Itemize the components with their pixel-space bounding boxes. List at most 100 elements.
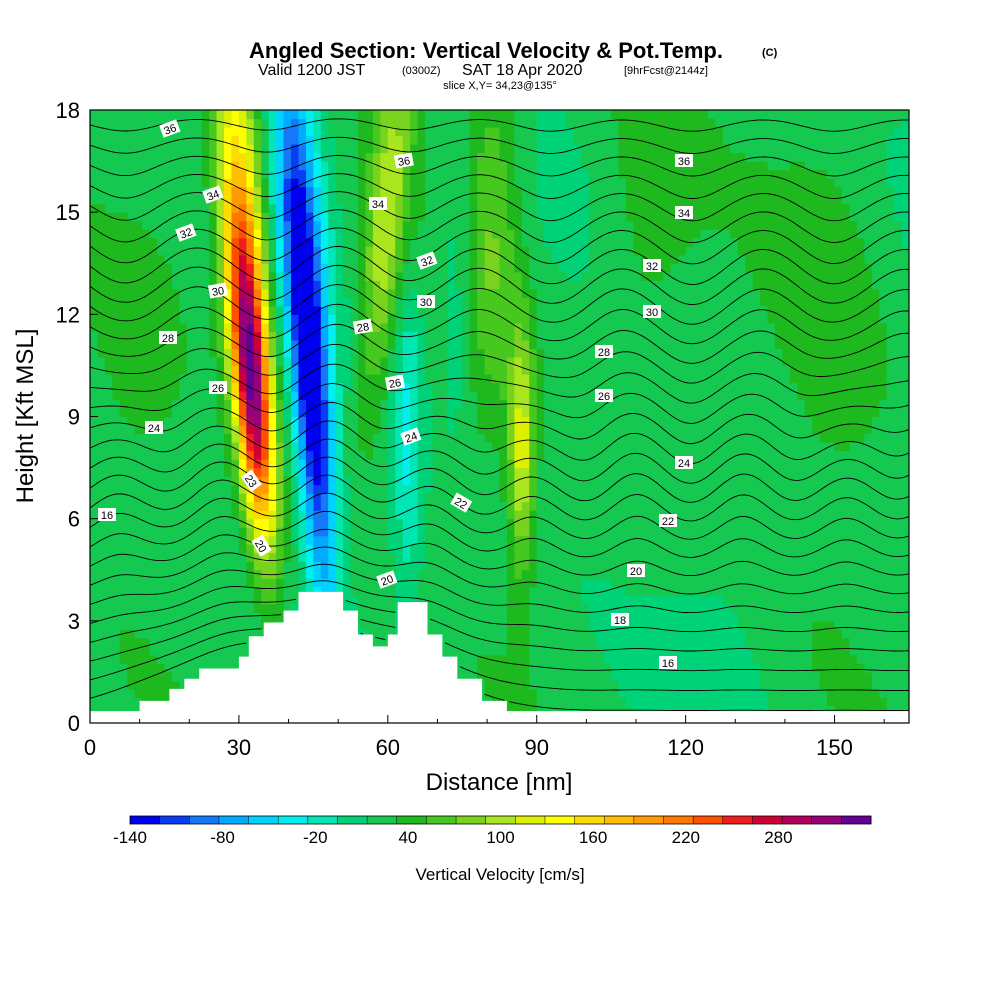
velocity-cell [134,612,143,622]
velocity-cell [335,314,344,324]
velocity-cell [462,161,471,171]
velocity-cell [596,578,605,588]
velocity-cell [425,237,434,247]
velocity-cell [402,356,411,367]
velocity-cell [425,220,434,230]
velocity-cell [320,459,329,469]
velocity-cell [425,416,434,426]
velocity-cell [581,390,590,401]
velocity-cell [179,603,188,613]
velocity-cell [581,135,590,145]
velocity-cell [238,118,247,128]
velocity-cell [90,110,99,120]
velocity-cell [238,356,247,367]
velocity-cell [194,527,203,537]
velocity-cell [328,476,337,486]
velocity-cell [573,510,582,520]
velocity-cell [454,399,463,409]
velocity-cell [112,322,121,332]
velocity-cell [514,203,523,213]
velocity-cell [142,450,151,460]
velocity-cell [425,578,434,588]
velocity-cell [119,127,128,137]
velocity-cell [395,348,404,358]
velocity-cell [231,280,240,290]
velocity-cell [462,135,471,145]
velocity-cell [157,535,166,545]
velocity-cell [157,135,166,145]
velocity-cell [276,229,285,239]
velocity-cell [417,152,426,162]
velocity-cell [492,169,501,179]
velocity-cell [343,339,352,349]
velocity-cell [335,263,344,273]
velocity-cell [246,493,255,503]
velocity-cell [291,263,300,273]
velocity-cell [142,612,151,622]
velocity-cell [127,535,136,545]
velocity-cell [343,348,352,358]
velocity-cell [149,476,158,486]
velocity-cell [387,612,396,622]
velocity-cell [454,442,463,452]
velocity-cell [276,450,285,460]
velocity-cell [492,595,501,605]
velocity-cell [596,314,605,324]
velocity-cell [238,450,247,460]
velocity-cell [454,654,463,664]
velocity-cell [291,348,300,358]
velocity-cell [157,305,166,315]
velocity-cell [410,552,419,562]
velocity-cell [179,476,188,486]
velocity-cell [499,161,508,171]
velocity-cell [186,510,195,520]
velocity-cell [97,450,106,460]
velocity-cell [387,110,396,120]
velocity-cell [305,390,314,401]
velocity-cell [209,578,218,588]
velocity-cell [194,339,203,349]
velocity-cell [387,544,396,554]
velocity-cell [194,203,203,213]
velocity-cell [521,705,530,716]
velocity-cell [514,603,523,613]
velocity-cell [320,544,329,554]
velocity-cell [551,518,560,528]
velocity-cell [90,263,99,273]
velocity-cell [194,161,203,171]
velocity-cell [477,203,486,213]
velocity-cell [313,578,322,588]
velocity-cell [224,390,233,401]
velocity-cell [380,314,389,324]
velocity-cell [402,271,411,281]
velocity-cell [127,459,136,469]
velocity-cell [305,314,314,324]
velocity-cell [506,407,515,418]
velocity-cell [581,178,590,188]
velocity-cell [313,297,322,307]
velocity-cell [588,671,597,682]
velocity-cell [268,390,277,401]
velocity-cell [320,178,329,188]
velocity-cell [238,203,247,213]
velocity-cell [149,305,158,315]
velocity-cell [506,603,515,613]
velocity-cell [291,382,300,392]
velocity-cell [142,373,151,384]
velocity-cell [439,373,448,384]
velocity-cell [447,144,456,154]
velocity-cell [209,612,218,622]
velocity-cell [439,416,448,426]
velocity-cell [350,425,359,435]
velocity-cell [343,297,352,307]
velocity-cell [343,561,352,571]
velocity-cell [238,280,247,290]
velocity-cell [484,450,493,460]
velocity-cell [417,561,426,571]
velocity-cell [551,561,560,571]
velocity-cell [372,390,381,401]
velocity-cell [566,169,575,179]
velocity-cell [514,586,523,596]
velocity-cell [492,629,501,639]
velocity-cell [559,220,568,230]
